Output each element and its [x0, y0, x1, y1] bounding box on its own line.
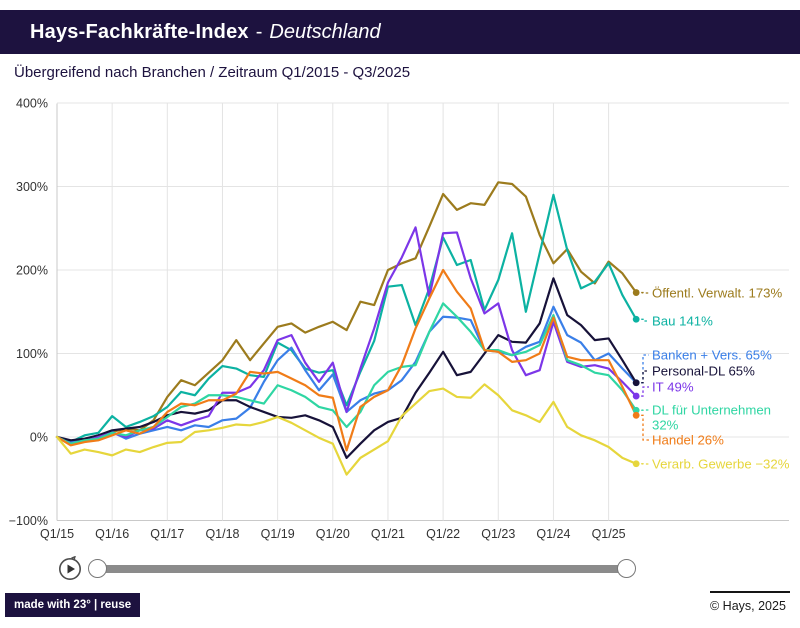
chart-subtitle: Übergreifend nach Branchen / Zeitraum Q1…	[14, 64, 411, 81]
legend-connector	[641, 386, 649, 397]
x-tick-label: Q1/16	[95, 527, 129, 541]
slider-handle-end[interactable]	[617, 559, 636, 578]
x-tick-label: Q1/22	[426, 527, 460, 541]
series-line-Handel	[55, 268, 638, 452]
series-line-IT	[55, 226, 638, 445]
series-end-dot	[632, 460, 640, 468]
legend-connector	[641, 414, 649, 441]
legend-label-Öffentl. Verwalt.: Öffentl. Verwalt. 173%	[652, 286, 783, 301]
y-tick-label: 100%	[16, 347, 48, 361]
legend-connector	[641, 370, 649, 384]
title-region: Deutschland	[269, 20, 381, 43]
series-line-Öffentl. Verwalt.	[55, 181, 638, 445]
legend-label-IT: IT 49%	[652, 380, 694, 395]
play-button-circle	[59, 558, 81, 580]
x-tick-label: Q1/15	[40, 527, 74, 541]
play-button[interactable]	[57, 556, 83, 582]
made-with-badge[interactable]: made with 23° | reuse	[5, 593, 141, 617]
y-tick-label: 300%	[16, 180, 48, 194]
legend-connector	[641, 318, 649, 322]
series-line-DL für Unternehmen	[55, 302, 638, 445]
legend-label-Handel: Handel 26%	[652, 433, 724, 448]
series-line-Bau	[55, 193, 638, 444]
x-tick-label: Q1/24	[536, 527, 570, 541]
series-line-Verarb. Gewerbe	[55, 383, 638, 476]
x-tick-label: Q1/19	[261, 527, 295, 541]
title-separator: -	[255, 20, 263, 43]
legend-label-Bau: Bau 141%	[652, 314, 713, 329]
series-end-dot	[632, 315, 640, 323]
y-tick-label: −100%	[9, 514, 48, 528]
y-tick-label: 0%	[30, 431, 48, 445]
play-icon	[67, 564, 75, 574]
legend-label-Personal-DL: Personal-DL 65%	[652, 364, 755, 379]
series-line-Personal-DL	[55, 277, 638, 459]
copyright-note: © Hays, 2025	[710, 591, 790, 613]
legend-label-Verarb. Gewerbe: Verarb. Gewerbe −32%	[652, 457, 790, 472]
legend-label-Banken + Vers.: Banken + Vers. 65%	[652, 348, 772, 363]
timeline-slider-track[interactable]	[92, 565, 635, 573]
x-tick-label: Q1/25	[592, 527, 626, 541]
series-end-dot	[632, 411, 640, 419]
x-tick-label: Q1/17	[150, 527, 184, 541]
title-bar: Hays-Fachkräfte-Index - Deutschland	[0, 10, 800, 54]
series-end-dot	[632, 392, 640, 400]
y-tick-label: 200%	[16, 264, 48, 278]
x-tick-label: Q1/18	[205, 527, 239, 541]
x-tick-label: Q1/20	[316, 527, 350, 541]
y-tick-label: 400%	[16, 97, 48, 111]
replay-arrow-icon	[71, 556, 76, 561]
x-tick-label: Q1/21	[371, 527, 405, 541]
slider-handle-start[interactable]	[88, 559, 107, 578]
series-end-dot	[632, 406, 640, 414]
legend-label-DL für Unternehmen: DL für Unternehmen	[652, 403, 771, 418]
page-title: Hays-Fachkräfte-Index	[30, 20, 249, 43]
series-end-dot	[632, 289, 640, 296]
series-end-dot	[632, 379, 640, 387]
legend-label-DL für Unternehmen: 32%	[652, 418, 679, 433]
x-tick-label: Q1/23	[481, 527, 515, 541]
